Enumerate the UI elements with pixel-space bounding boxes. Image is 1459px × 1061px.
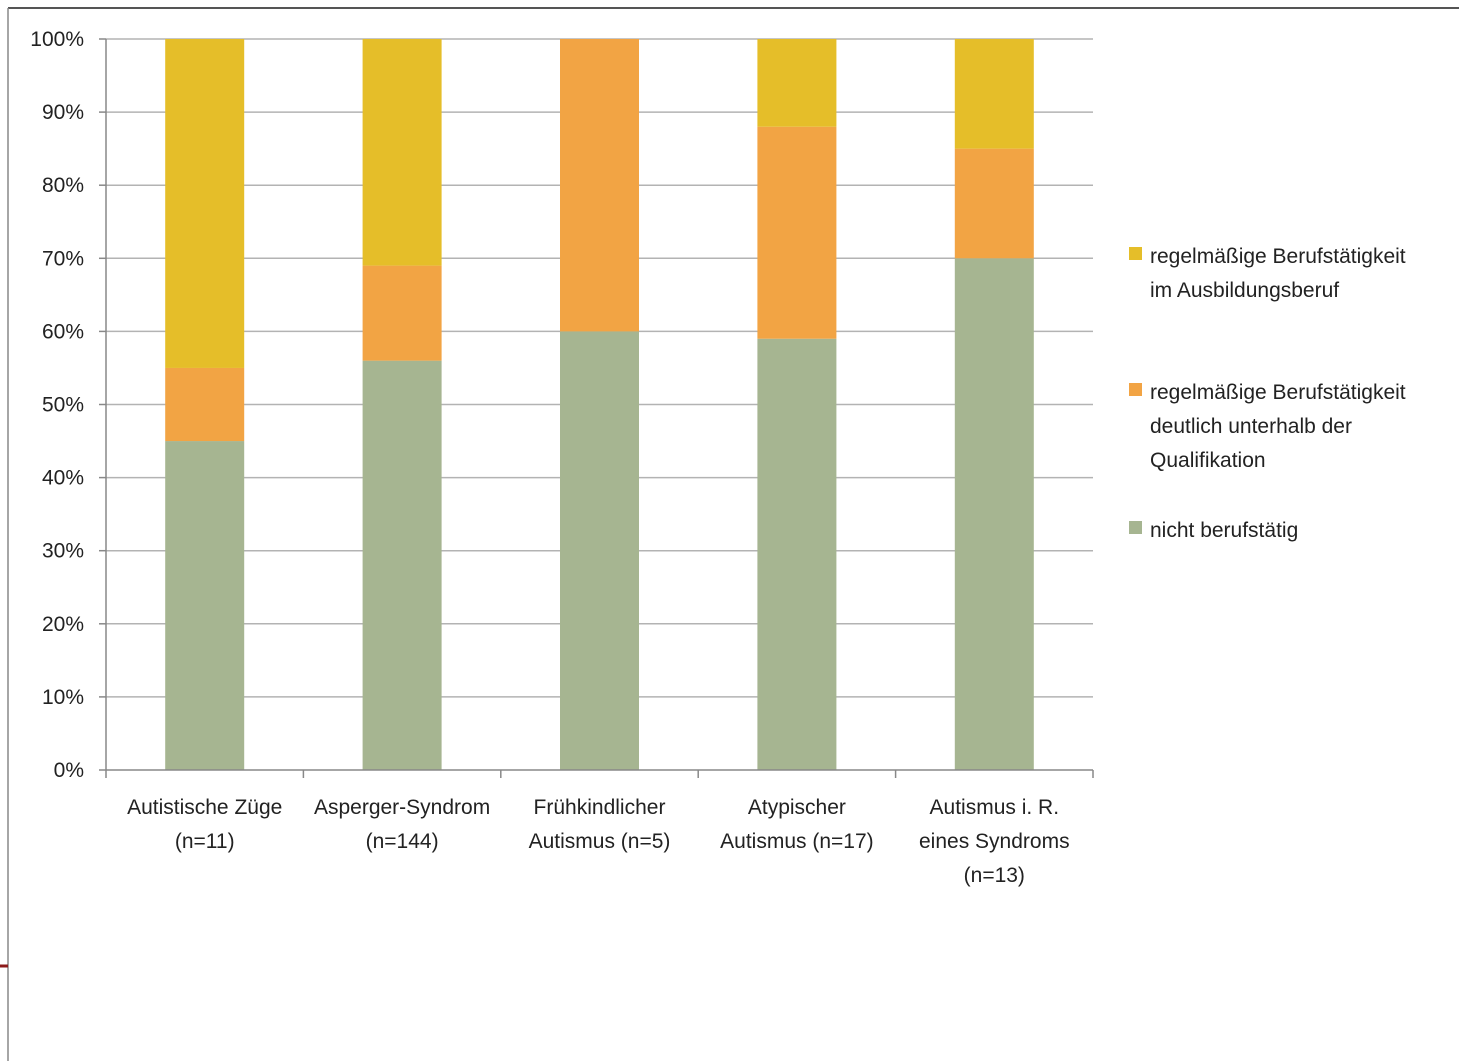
y-tick-label: 70%: [42, 247, 84, 270]
y-tick-label: 90%: [42, 101, 84, 124]
x-tick-label: Atypischer: [748, 796, 846, 819]
y-tick-label: 80%: [42, 174, 84, 197]
bar-segment-2-2: [362, 265, 442, 361]
legend-label: deutlich unterhalb der: [1150, 415, 1352, 438]
bar-segment-2-1: [362, 360, 442, 770]
bar-segment-4-1: [757, 338, 837, 770]
x-tick-label: Autistische Züge: [127, 796, 282, 819]
legend-swatch: [1129, 247, 1142, 260]
x-tick-label: Autismus i. R.: [930, 796, 1060, 819]
bar-segment-5-1: [954, 258, 1034, 770]
frame-lines: [0, 7, 1459, 1061]
y-tick-labels: 0% 10% 20% 30% 40% 50% 60% 70% 80% 90% 100%: [30, 28, 84, 782]
x-tick-label: Autismus (n=17): [720, 830, 873, 853]
bar-segment-4-3: [757, 39, 837, 127]
x-tick-label: Frühkindlicher: [534, 796, 666, 819]
y-tick-label: 20%: [42, 613, 84, 636]
axes: [99, 38, 1094, 778]
x-tick-label: eines Syndroms: [919, 830, 1070, 853]
bar-segment-4-2: [757, 126, 837, 339]
x-tick-label: Autismus (n=5): [529, 830, 671, 853]
bar-segment-5-2: [954, 148, 1034, 259]
x-tick-label: (n=11): [175, 830, 235, 853]
bar-segment-2-3: [362, 39, 442, 266]
bars: [165, 39, 1034, 770]
x-tick-labels: Autistische Züge (n=11) Asperger-Syndrom (n…: [127, 796, 1070, 887]
x-tick-label: (n=13): [964, 864, 1025, 887]
y-tick-label: 100%: [30, 28, 84, 51]
y-tick-label: 10%: [42, 686, 84, 709]
y-tick-label: 40%: [42, 467, 84, 490]
x-tick-label: (n=144): [366, 830, 439, 853]
bar-segment-1-1: [165, 441, 245, 770]
legend: regelmäßige Berufstätigkeit im Ausbildung…: [1129, 245, 1406, 542]
bar-segment-5-3: [954, 39, 1034, 149]
legend-label: im Ausbildungsberuf: [1150, 279, 1339, 302]
y-tick-label: 60%: [42, 320, 84, 343]
legend-swatch: [1129, 521, 1142, 534]
bar-segment-3-2: [560, 39, 639, 332]
legend-label: nicht berufstätig: [1150, 519, 1298, 542]
legend-label: regelmäßige Berufstätigkeit: [1150, 381, 1406, 404]
legend-label: Qualifikation: [1150, 449, 1266, 472]
bar-segment-3-1: [560, 331, 639, 770]
y-tick-label: 30%: [42, 540, 84, 563]
legend-label: regelmäßige Berufstätigkeit: [1150, 245, 1406, 268]
x-tick-label: Asperger-Syndrom: [314, 796, 490, 819]
y-tick-label: 0%: [54, 759, 84, 782]
legend-swatch: [1129, 383, 1142, 396]
bar-segment-1-3: [165, 39, 245, 368]
y-tick-label: 50%: [42, 394, 84, 417]
bar-segment-1-2: [165, 367, 245, 442]
